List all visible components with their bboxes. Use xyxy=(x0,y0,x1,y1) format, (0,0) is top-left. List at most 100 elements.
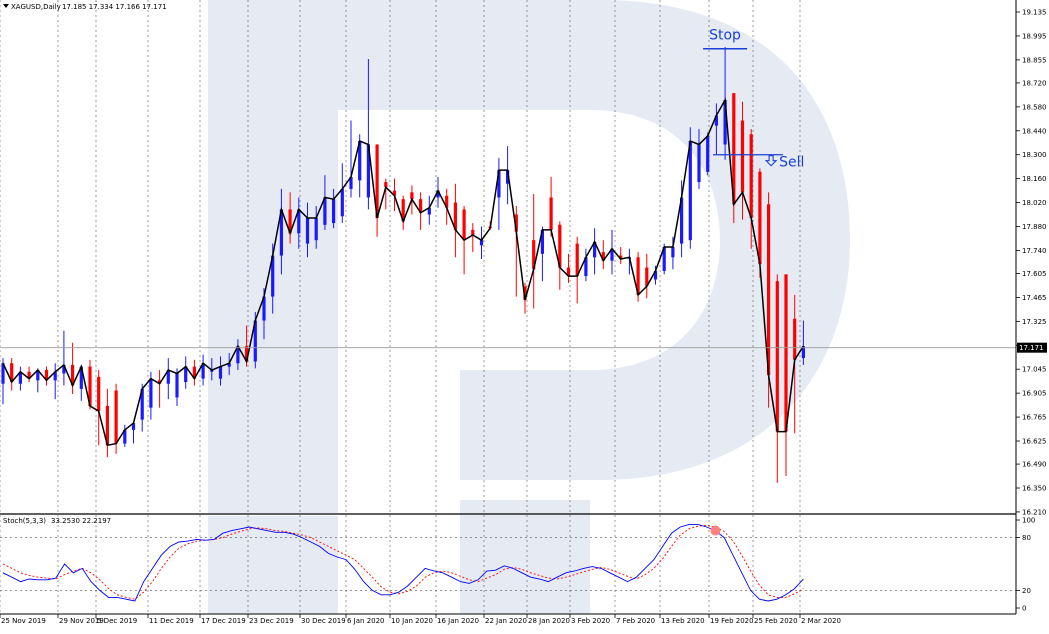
y-tick-label: 17.045 xyxy=(1022,366,1047,374)
candle xyxy=(340,163,344,224)
candle-body xyxy=(236,346,240,364)
candle-body xyxy=(279,209,283,256)
candle xyxy=(706,132,710,176)
stoch-label: Stoch(5,3,3) xyxy=(3,517,46,525)
candle-body xyxy=(653,270,658,280)
candle xyxy=(114,383,118,454)
stoch-values: 33.2530 22.2197 xyxy=(51,517,111,525)
candle xyxy=(697,129,701,189)
y-tick-label: 17.740 xyxy=(1022,247,1047,255)
candle-body xyxy=(158,380,162,384)
candle xyxy=(540,226,544,282)
x-tick-label: 16 Jan 2020 xyxy=(437,617,479,625)
candle xyxy=(323,175,327,230)
candle-body xyxy=(575,243,579,277)
candle xyxy=(427,195,431,225)
down-arrow-icon xyxy=(764,155,778,167)
candle-body xyxy=(436,190,440,198)
candle xyxy=(419,192,423,230)
candle-body xyxy=(245,346,249,362)
candle xyxy=(775,274,779,483)
candle xyxy=(366,59,370,210)
candle-body xyxy=(801,346,805,359)
y-tick-label: 16.350 xyxy=(1022,485,1047,493)
x-tick-label: 3 Feb 2020 xyxy=(571,617,610,625)
candle-body xyxy=(88,366,92,406)
candle-body xyxy=(697,144,701,183)
y-tick-label: 18.995 xyxy=(1022,32,1047,40)
candle-body xyxy=(453,202,457,230)
candle-body xyxy=(723,100,727,145)
candle-body xyxy=(166,370,170,384)
candle xyxy=(645,253,649,299)
watermark-bowl xyxy=(338,0,850,480)
candle-body xyxy=(10,363,14,383)
osc-tick-label: 80 xyxy=(1022,534,1031,542)
candle xyxy=(436,176,440,208)
close-line xyxy=(2,97,805,447)
stoch-d-line xyxy=(2,524,804,600)
x-tick-label: 29 Nov 2019 xyxy=(59,617,104,625)
candle-body xyxy=(419,199,423,213)
candle-body xyxy=(253,320,257,362)
candle xyxy=(671,236,675,270)
candle xyxy=(123,424,127,447)
candle-body xyxy=(149,378,153,408)
candle-body xyxy=(44,370,49,381)
x-tick-label: 13 Feb 2020 xyxy=(661,617,705,625)
collapse-triangle-icon[interactable] xyxy=(3,4,9,8)
candle-body xyxy=(471,229,475,236)
candle-body xyxy=(732,93,736,205)
candle xyxy=(601,240,605,270)
candle xyxy=(688,127,692,249)
y-tick-label: 18.580 xyxy=(1022,103,1047,111)
candle xyxy=(18,366,22,391)
candle-body xyxy=(210,370,214,372)
candle-body xyxy=(767,204,771,376)
candle-body xyxy=(366,144,370,198)
candle-body xyxy=(227,363,231,367)
candle-body xyxy=(593,241,597,258)
x-tick-label: 28 Jan 2020 xyxy=(528,617,570,625)
candle xyxy=(44,366,49,386)
x-tick-label: 23 Dec 2019 xyxy=(249,617,294,625)
candle-body xyxy=(523,286,527,300)
candle-body xyxy=(27,371,31,379)
candle-body xyxy=(323,197,327,225)
candle-body xyxy=(218,366,223,379)
ohlc-values: 17.185 17.334 17.166 17.171 xyxy=(62,3,167,11)
candle-body xyxy=(18,371,22,384)
candle xyxy=(610,229,614,275)
y-tick-label: 18.020 xyxy=(1022,199,1047,207)
candles xyxy=(1,47,805,483)
y-tick-label: 16.490 xyxy=(1022,461,1047,469)
candle-body xyxy=(549,197,553,230)
candle xyxy=(227,352,231,376)
candle-body xyxy=(479,240,484,246)
candle-body xyxy=(566,267,571,277)
candle-body xyxy=(506,170,510,184)
candle xyxy=(479,226,484,259)
x-tick-label: 25 Feb 2020 xyxy=(754,617,798,625)
candle xyxy=(558,221,562,290)
candle-body xyxy=(775,281,779,432)
candle xyxy=(218,356,223,386)
candle xyxy=(384,178,388,210)
osc-tick-label: 100 xyxy=(1022,517,1035,525)
candle-body xyxy=(62,364,66,374)
candle xyxy=(740,101,745,220)
candle xyxy=(619,247,623,265)
x-tick-label: 10 Jan 2020 xyxy=(391,617,433,625)
x-tick-label: 2 Mar 2020 xyxy=(801,617,841,625)
candle xyxy=(236,339,240,371)
candle-body xyxy=(497,170,501,198)
y-tick-label: 18.160 xyxy=(1022,175,1047,183)
candle-body xyxy=(358,141,362,181)
candle-body xyxy=(645,267,649,287)
watermark-logo xyxy=(208,0,850,614)
candle-body xyxy=(262,296,266,321)
candle-body xyxy=(201,363,205,379)
sell-label: Sell xyxy=(779,155,804,171)
